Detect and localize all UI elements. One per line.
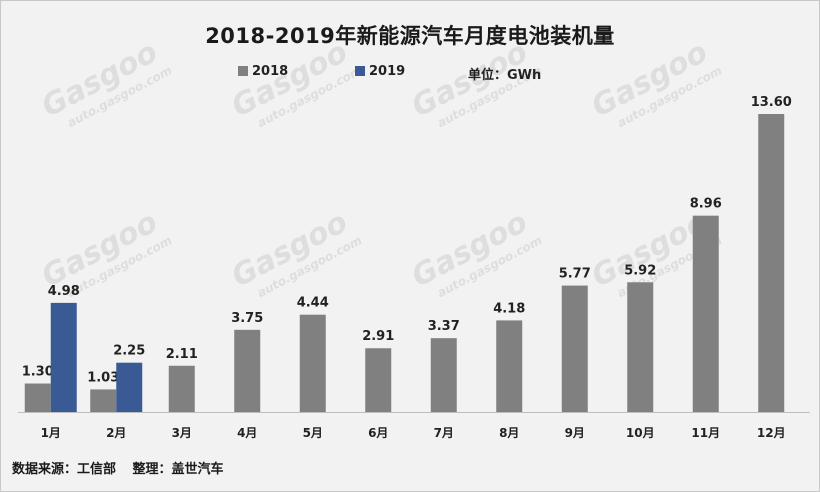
data-label: 3.37 bbox=[428, 319, 460, 334]
unit-label: 单位：GWh bbox=[468, 68, 542, 83]
bar-2018-6 bbox=[365, 348, 392, 412]
x-tick-label: 2月 bbox=[106, 426, 126, 440]
data-label: 2.25 bbox=[113, 344, 145, 359]
data-label: 1.03 bbox=[87, 370, 119, 385]
bar-2018-9 bbox=[561, 285, 588, 412]
legend-label: 2018 bbox=[252, 64, 289, 79]
data-label: 1.30 bbox=[22, 365, 54, 380]
x-tick-label: 8月 bbox=[499, 426, 519, 440]
bar-2018-10 bbox=[627, 282, 654, 412]
x-tick-label: 12月 bbox=[757, 426, 786, 440]
bar-2018-12 bbox=[758, 114, 785, 412]
data-label: 5.92 bbox=[624, 263, 656, 278]
legend: 2018 2019 bbox=[0, 64, 820, 82]
legend-swatch bbox=[355, 66, 365, 76]
bar-2018-1 bbox=[24, 383, 51, 412]
x-tick-label: 11月 bbox=[691, 426, 720, 440]
chart-title: 2018-2019年新能源汽车月度电池装机量 bbox=[205, 24, 615, 48]
bar-2018-2 bbox=[90, 389, 117, 412]
data-label: 4.44 bbox=[297, 296, 329, 311]
legend-item-2019: 2019 bbox=[355, 64, 405, 79]
data-source: 数据来源：工信部 bbox=[12, 462, 117, 477]
data-label: 4.98 bbox=[48, 284, 80, 299]
data-label: 8.96 bbox=[690, 197, 722, 212]
x-tick-label: 10月 bbox=[626, 426, 655, 440]
data-label: 3.75 bbox=[231, 311, 263, 326]
bar-2018-5 bbox=[299, 314, 326, 412]
bar-2019-1 bbox=[50, 302, 77, 412]
bar-2018-3 bbox=[168, 365, 195, 412]
bar-2018-11 bbox=[692, 215, 719, 412]
data-label: 5.77 bbox=[559, 267, 591, 282]
data-label: 2.11 bbox=[166, 347, 198, 362]
legend-label: 2019 bbox=[369, 64, 406, 79]
legend-swatch bbox=[238, 66, 248, 76]
bar-2019-2 bbox=[116, 362, 143, 412]
legend-item-2018: 2018 bbox=[238, 64, 288, 79]
x-tick-label: 9月 bbox=[565, 426, 585, 440]
x-tick-label: 4月 bbox=[237, 426, 257, 440]
x-tick-label: 1月 bbox=[41, 426, 61, 440]
data-label: 2.91 bbox=[362, 329, 394, 344]
x-tick-label: 6月 bbox=[368, 426, 388, 440]
compiled-by: 整理：盖世汽车 bbox=[132, 462, 224, 477]
x-tick-label: 7月 bbox=[434, 426, 454, 440]
source-note: 数据来源：工信部 整理：盖世汽车 bbox=[12, 458, 224, 477]
bar-2018-7 bbox=[430, 338, 457, 412]
bar-2018-4 bbox=[234, 329, 261, 412]
data-label: 13.60 bbox=[751, 95, 792, 110]
x-tick-label: 3月 bbox=[172, 426, 192, 440]
data-label: 4.18 bbox=[493, 301, 525, 316]
x-tick-label: 5月 bbox=[303, 426, 323, 440]
bar-2018-8 bbox=[496, 320, 523, 412]
